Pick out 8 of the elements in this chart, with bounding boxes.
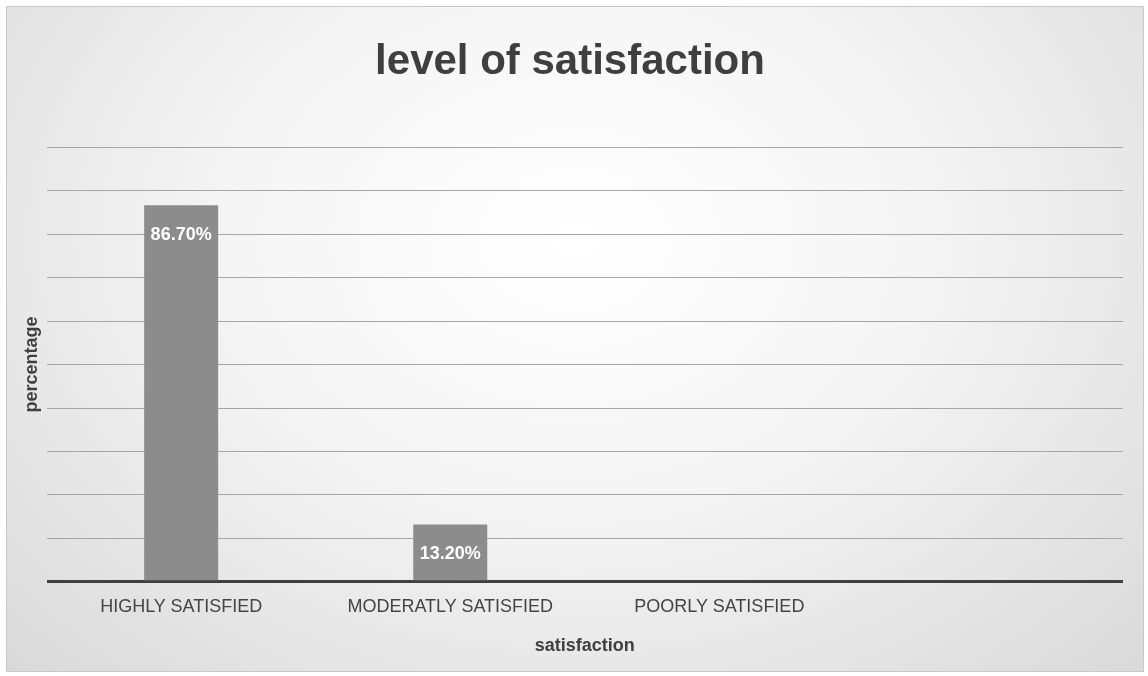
data-label: 13.20%	[419, 543, 481, 564]
data-label: 86.70%	[150, 224, 212, 245]
y-axis-title: percentage	[20, 316, 41, 413]
x-axis-title: satisfaction	[534, 635, 635, 656]
x-tick-label: POORLY SATISFIED	[634, 595, 805, 616]
x-tick-label: HIGHLY SATISFIED	[100, 595, 263, 616]
x-tick-label: MODERATLY SATISFIED	[347, 595, 554, 616]
chart-title: level of satisfaction	[375, 35, 765, 83]
